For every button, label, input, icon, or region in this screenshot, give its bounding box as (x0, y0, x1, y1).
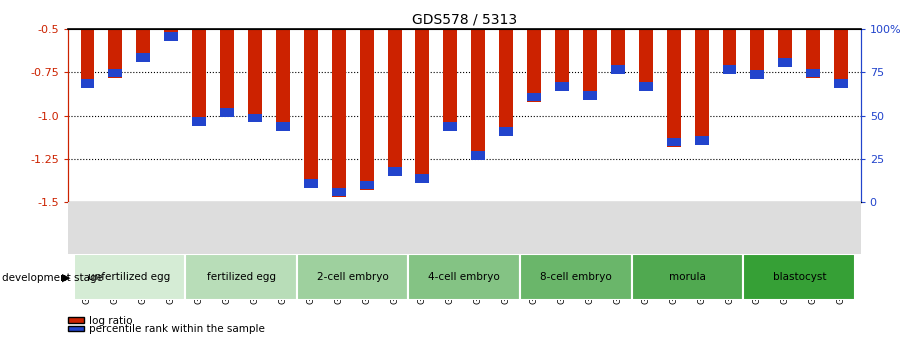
Bar (834, 29, 848, 88)
Bar (834, 79, 848, 88)
Bar (471, 29, 486, 160)
Bar (499, 29, 513, 136)
Bar (192, 117, 207, 126)
Bar (81, 79, 94, 88)
Bar (520, 254, 631, 300)
Bar (304, 179, 318, 188)
Bar (583, 29, 597, 100)
Bar (722, 29, 737, 74)
Bar (443, 29, 458, 131)
Bar (164, 29, 178, 41)
Bar (409, 254, 520, 300)
Bar (276, 122, 290, 131)
Bar (332, 29, 346, 197)
Bar (667, 138, 680, 146)
Bar (297, 254, 409, 300)
Bar (555, 82, 569, 91)
Bar (806, 69, 820, 77)
Bar (416, 174, 429, 183)
Bar (750, 29, 765, 79)
Bar (276, 29, 290, 131)
Bar (499, 127, 513, 136)
Bar (416, 29, 429, 183)
Bar (471, 151, 486, 160)
Bar (806, 29, 820, 78)
Bar (248, 114, 262, 122)
Bar (220, 108, 234, 117)
Bar (631, 254, 744, 300)
Bar (185, 254, 297, 300)
Bar (332, 188, 346, 196)
Bar (527, 29, 541, 102)
Bar (639, 29, 652, 91)
Bar (360, 181, 373, 189)
Bar (109, 69, 122, 77)
Bar (778, 58, 793, 67)
Text: unfertilized egg: unfertilized egg (88, 272, 170, 282)
Bar (527, 93, 541, 101)
Bar (164, 32, 178, 41)
Bar (360, 29, 373, 190)
Bar (81, 29, 94, 88)
Bar (388, 29, 401, 176)
Bar (667, 29, 680, 147)
Bar (583, 91, 597, 100)
Bar (304, 29, 318, 188)
Title: GDS578 / 5313: GDS578 / 5313 (411, 13, 517, 27)
Bar (639, 82, 652, 91)
Text: percentile rank within the sample: percentile rank within the sample (89, 325, 265, 334)
Bar (73, 254, 185, 300)
Text: 2-cell embryo: 2-cell embryo (317, 272, 389, 282)
Bar (388, 167, 401, 176)
Bar (109, 29, 122, 78)
Bar (220, 29, 234, 117)
Text: development stage: development stage (2, 273, 102, 283)
Bar (248, 29, 262, 122)
Bar (695, 136, 708, 145)
Bar (555, 29, 569, 91)
Bar (136, 53, 150, 62)
Text: 8-cell embryo: 8-cell embryo (540, 272, 612, 282)
Text: 4-cell embryo: 4-cell embryo (429, 272, 500, 282)
Text: morula: morula (670, 272, 706, 282)
Text: fertilized egg: fertilized egg (207, 272, 275, 282)
Bar (695, 29, 708, 145)
Bar (136, 29, 150, 62)
Text: ▶: ▶ (62, 273, 70, 283)
Text: log ratio: log ratio (89, 316, 132, 326)
Bar (192, 29, 207, 126)
Bar (750, 70, 765, 79)
Bar (611, 65, 625, 74)
Text: blastocyst: blastocyst (773, 272, 826, 282)
Bar (443, 122, 458, 131)
Bar (778, 29, 793, 67)
Bar (722, 65, 737, 74)
Bar (744, 254, 855, 300)
Bar (611, 29, 625, 74)
